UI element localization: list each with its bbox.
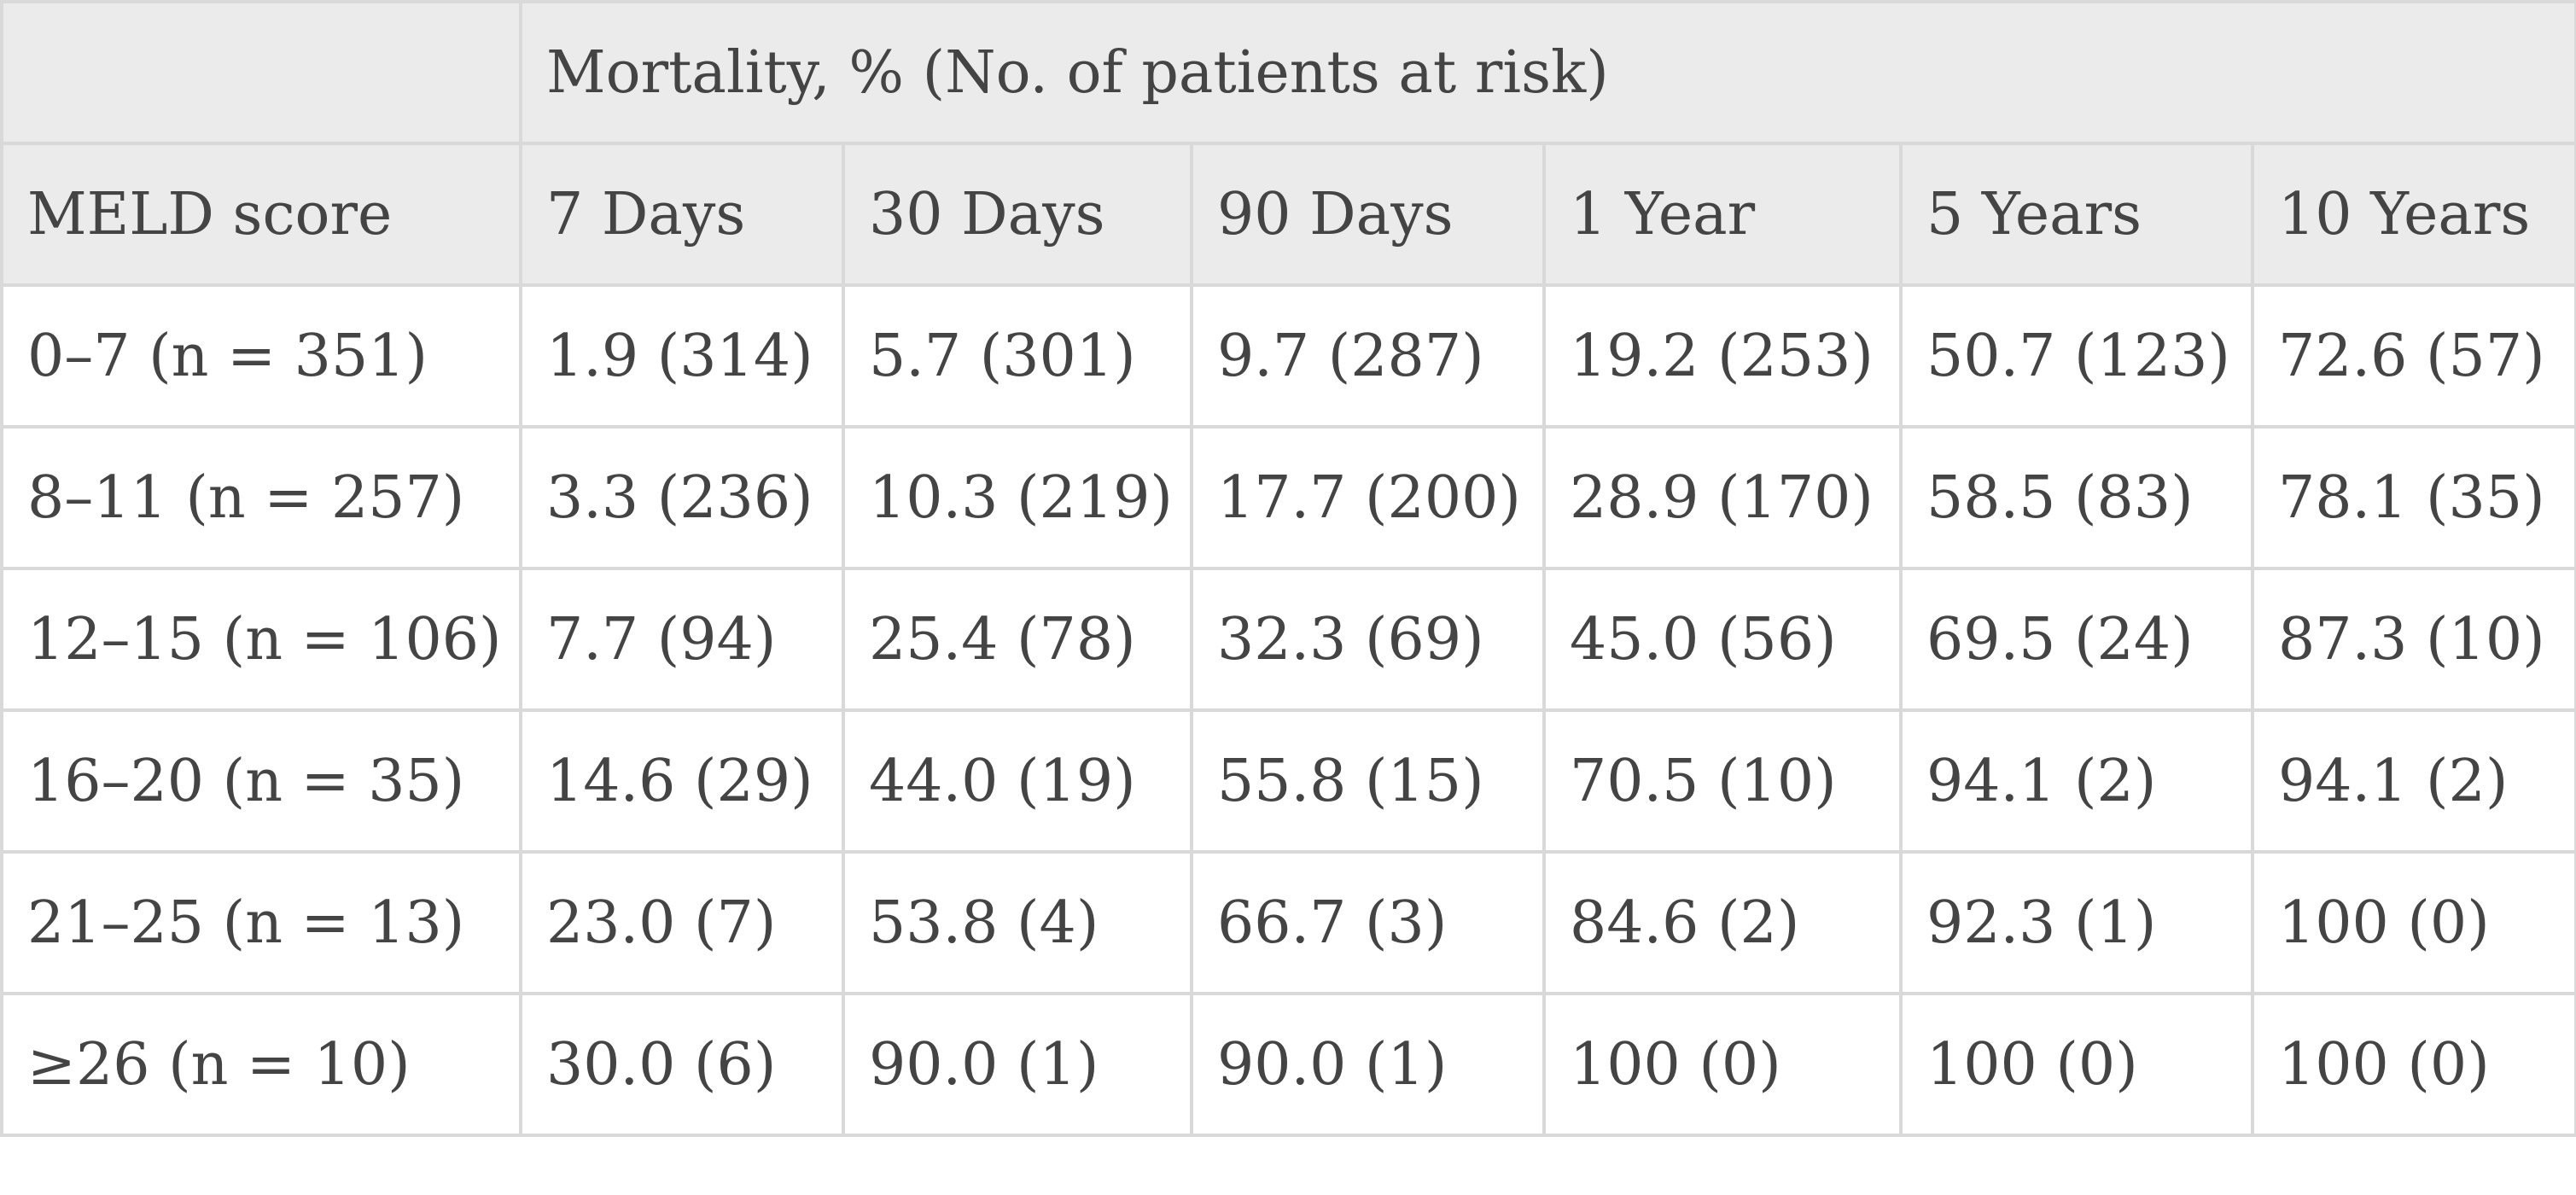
table-cell: 55.8 (15) [1190, 708, 1546, 854]
table-cell: 5.7 (301) [842, 283, 1193, 428]
table-cell: 30.0 (6) [519, 992, 845, 1137]
table-cell: 87.3 (10) [2250, 567, 2576, 712]
table-row: 8–11 (n = 257) 3.3 (236) 10.3 (219) 17.7… [0, 425, 2576, 570]
table-cell: 66.7 (3) [1190, 850, 1546, 995]
table-cell: 44.0 (19) [842, 708, 1193, 854]
table-cell: 70.5 (10) [1542, 708, 1903, 854]
table-cell: 94.1 (2) [2250, 708, 2576, 854]
table-header: Mortality, % (No. of patients at risk) M… [0, 0, 2576, 287]
table-cell: 84.6 (2) [1542, 850, 1903, 995]
meld-score-cell: 8–11 (n = 257) [0, 425, 522, 570]
table-row: 12–15 (n = 106) 7.7 (94) 25.4 (78) 32.3 … [0, 567, 2576, 712]
column-header-1-year: 1 Year [1542, 142, 1903, 287]
table-cell: 19.2 (253) [1542, 283, 1903, 428]
column-header-row: MELD score 7 Days 30 Days 90 Days 1 Year… [0, 142, 2576, 287]
table-cell: 78.1 (35) [2250, 425, 2576, 570]
table-cell: 50.7 (123) [1899, 283, 2254, 428]
table-cell: 90.0 (1) [842, 992, 1193, 1137]
table-cell: 32.3 (69) [1190, 567, 1546, 712]
column-header-meld-score: MELD score [0, 142, 522, 287]
column-header-30-days: 30 Days [842, 142, 1193, 287]
table-cell: 23.0 (7) [519, 850, 845, 995]
group-header-row: Mortality, % (No. of patients at risk) [0, 0, 2576, 145]
table-cell: 100 (0) [2250, 992, 2576, 1137]
table-cell: 100 (0) [1542, 992, 1903, 1137]
table-cell: 92.3 (1) [1899, 850, 2254, 995]
mortality-table: Mortality, % (No. of patients at risk) M… [0, 0, 2576, 1137]
table-cell: 1.9 (314) [519, 283, 845, 428]
table-cell: 3.3 (236) [519, 425, 845, 570]
empty-corner-cell [0, 0, 522, 145]
meld-score-cell: ≥26 (n = 10) [0, 992, 522, 1137]
table-cell: 28.9 (170) [1542, 425, 1903, 570]
column-header-7-days: 7 Days [519, 142, 845, 287]
table-cell: 58.5 (83) [1899, 425, 2254, 570]
table-cell: 72.6 (57) [2250, 283, 2576, 428]
column-header-5-years: 5 Years [1899, 142, 2254, 287]
meld-score-cell: 16–20 (n = 35) [0, 708, 522, 854]
meld-score-cell: 0–7 (n = 351) [0, 283, 522, 428]
table-cell: 9.7 (287) [1190, 283, 1546, 428]
table-cell: 94.1 (2) [1899, 708, 2254, 854]
table-cell: 45.0 (56) [1542, 567, 1903, 712]
table-body: 0–7 (n = 351) 1.9 (314) 5.7 (301) 9.7 (2… [0, 283, 2576, 1137]
table-cell: 14.6 (29) [519, 708, 845, 854]
table-cell: 100 (0) [2250, 850, 2576, 995]
table-cell: 69.5 (24) [1899, 567, 2254, 712]
table-row: 21–25 (n = 13) 23.0 (7) 53.8 (4) 66.7 (3… [0, 850, 2576, 995]
table-row: 16–20 (n = 35) 14.6 (29) 44.0 (19) 55.8 … [0, 708, 2576, 854]
meld-score-cell: 21–25 (n = 13) [0, 850, 522, 995]
table-cell: 90.0 (1) [1190, 992, 1546, 1137]
table-row: 0–7 (n = 351) 1.9 (314) 5.7 (301) 9.7 (2… [0, 283, 2576, 428]
column-header-90-days: 90 Days [1190, 142, 1546, 287]
mortality-group-header: Mortality, % (No. of patients at risk) [518, 0, 2576, 145]
table-cell: 7.7 (94) [519, 567, 845, 712]
table-cell: 17.7 (200) [1190, 425, 1546, 570]
table-cell: 100 (0) [1899, 992, 2254, 1137]
table-cell: 10.3 (219) [842, 425, 1193, 570]
meld-score-cell: 12–15 (n = 106) [0, 567, 522, 712]
table-row: ≥26 (n = 10) 30.0 (6) 90.0 (1) 90.0 (1) … [0, 992, 2576, 1137]
table-cell: 25.4 (78) [842, 567, 1193, 712]
column-header-10-years: 10 Years [2250, 142, 2576, 287]
table-cell: 53.8 (4) [842, 850, 1193, 995]
